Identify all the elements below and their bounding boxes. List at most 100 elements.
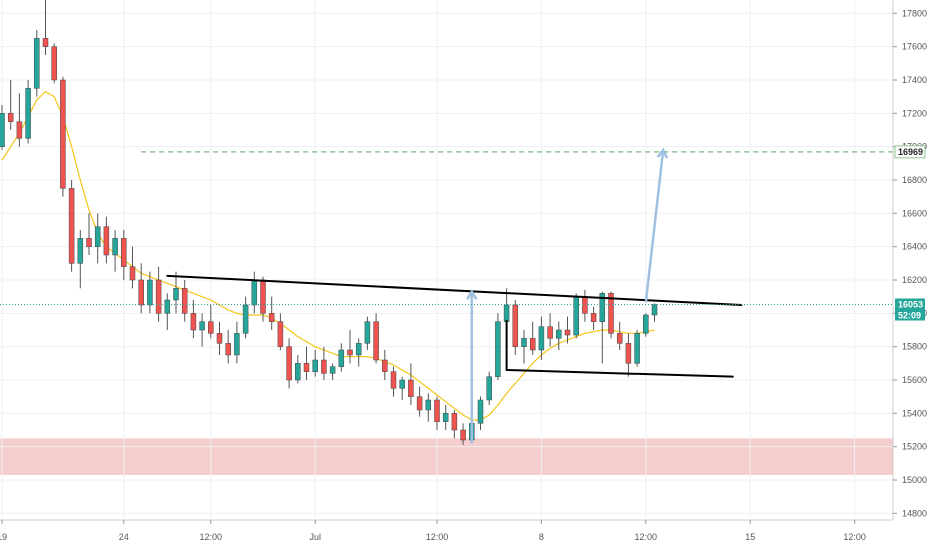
- candle-body: [416, 396, 423, 411]
- candle-body: [103, 226, 110, 256]
- candle-body: [286, 346, 292, 381]
- candle: [416, 386, 423, 417]
- time-tick-label: 12:00: [200, 532, 223, 542]
- demand-zone: [0, 438, 893, 475]
- candles: [0, 0, 658, 445]
- candle: [364, 316, 371, 350]
- candle: [625, 333, 632, 377]
- candle-body: [382, 359, 388, 372]
- support-trendline: [505, 369, 734, 378]
- candle: [616, 321, 623, 350]
- price-tick-label: 15800: [902, 342, 927, 352]
- candle-body: [77, 238, 84, 264]
- candle-body: [338, 349, 345, 367]
- candle: [242, 296, 249, 339]
- candle-body: [0, 113, 5, 147]
- candle-body: [355, 343, 362, 356]
- price-tick-label: 16600: [902, 208, 927, 218]
- target-arrow: [644, 147, 669, 303]
- moving-average: [1, 90, 655, 421]
- candle-body: [442, 413, 449, 422]
- candle: [25, 80, 31, 144]
- candle: [338, 343, 345, 372]
- candle-body: [138, 279, 144, 306]
- annotations: [0, 147, 893, 444]
- candle: [643, 313, 649, 337]
- candle: [173, 271, 179, 314]
- candle: [225, 330, 231, 364]
- candle: [121, 230, 127, 280]
- time-tick-label: 8: [539, 532, 544, 542]
- candle: [0, 105, 5, 150]
- candle-body: [390, 371, 397, 389]
- candle: [190, 300, 197, 339]
- price-tick-label: 16200: [902, 275, 927, 285]
- candle-body: [60, 79, 66, 189]
- candle: [399, 376, 405, 400]
- price-tick-label: 16800: [902, 175, 927, 185]
- candle-body: [564, 329, 571, 336]
- candle-body: [573, 296, 579, 336]
- candle-body: [51, 46, 57, 81]
- candle-body: [634, 333, 640, 364]
- candle-body: [295, 363, 301, 381]
- candle: [155, 266, 162, 322]
- candle-body: [434, 399, 440, 422]
- candle-body: [147, 279, 153, 306]
- candle-body: [268, 313, 275, 322]
- candle: [495, 313, 501, 380]
- candle: [208, 305, 214, 339]
- last-price-label: 16053: [898, 300, 923, 310]
- candle: [303, 346, 310, 380]
- candle: [451, 410, 458, 439]
- axis-tags: 16969 16053 52:09: [894, 145, 926, 321]
- candle: [599, 291, 606, 364]
- candle: [556, 321, 562, 350]
- candle: [512, 300, 519, 355]
- candle: [390, 366, 397, 397]
- price-tick-label: 15200: [902, 442, 927, 452]
- arrow-shaft: [644, 149, 665, 303]
- candle: [42, 0, 49, 55]
- price-axis[interactable]: 1480015000152001540015600158001600016200…: [893, 8, 927, 518]
- candle-body: [225, 343, 231, 356]
- candle-body: [42, 38, 49, 47]
- candle: [460, 423, 466, 445]
- candle-body: [155, 279, 162, 314]
- candle: [382, 350, 388, 380]
- price-tick-label: 14800: [902, 508, 927, 518]
- candle-body: [190, 313, 197, 331]
- candle-body: [347, 349, 353, 356]
- candle-body: [173, 288, 179, 301]
- candle: [147, 271, 153, 314]
- candle: [103, 216, 110, 264]
- candle: [7, 80, 14, 130]
- candle: [181, 280, 188, 322]
- candle-body: [216, 333, 223, 344]
- candle-body: [425, 399, 432, 411]
- time-tick-label: 12:00: [843, 532, 866, 542]
- price-tick-label: 17600: [902, 42, 927, 52]
- candle-body: [16, 121, 23, 139]
- candle-body: [608, 293, 614, 334]
- candle: [34, 30, 40, 97]
- time-tick-label: 19: [0, 532, 7, 542]
- candle-body: [312, 359, 318, 372]
- time-tick-label: 12:00: [426, 532, 449, 542]
- candle-body: [503, 304, 510, 322]
- candle-body: [199, 321, 205, 331]
- candle-body: [460, 429, 466, 441]
- candle-body: [94, 226, 101, 247]
- candle: [538, 316, 545, 360]
- candle-body: [651, 304, 658, 316]
- candle-body: [34, 38, 40, 89]
- candle-body: [373, 321, 379, 361]
- time-tick-label: Jul: [309, 532, 321, 542]
- candle: [16, 93, 23, 147]
- candle-body: [599, 293, 606, 322]
- plot-background: [0, 0, 893, 520]
- candle-body: [242, 304, 249, 334]
- candle: [77, 230, 84, 289]
